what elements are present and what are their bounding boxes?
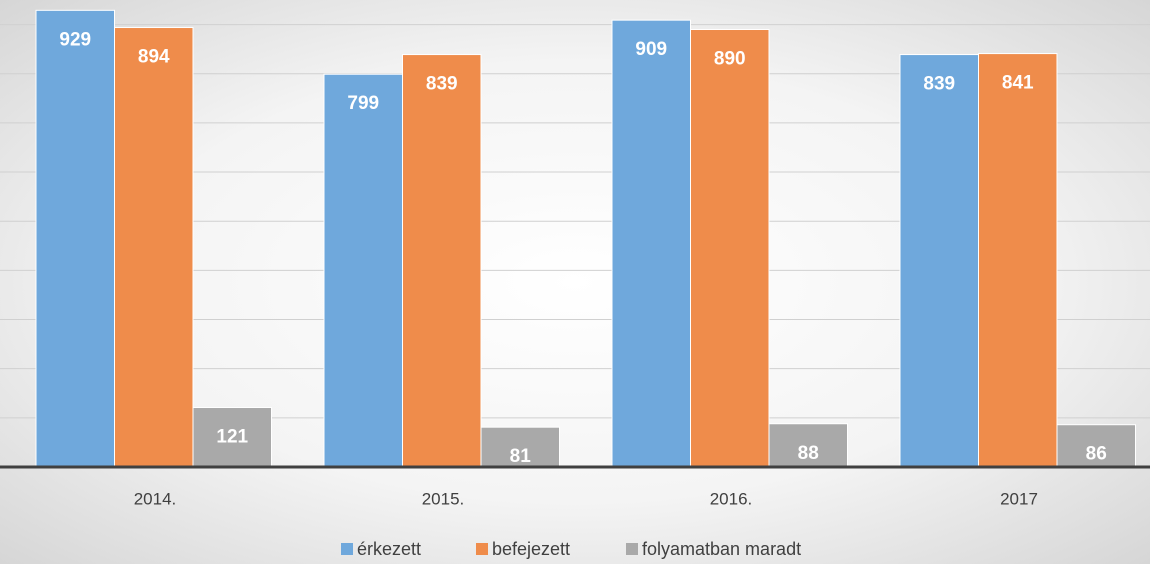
bar — [114, 27, 194, 468]
value-label: 839 — [426, 74, 458, 95]
x-tick-label: 2016. — [710, 489, 753, 508]
x-tick-label: 2015. — [422, 489, 465, 508]
value-label: 929 — [59, 29, 91, 50]
legend-label: befejezett — [492, 539, 570, 559]
bar — [611, 19, 691, 468]
bar — [192, 407, 272, 468]
value-label: 909 — [635, 39, 667, 60]
value-label: 839 — [923, 74, 955, 95]
legend-swatch — [476, 543, 488, 555]
bar — [35, 9, 115, 468]
bar — [978, 53, 1058, 468]
value-label: 86 — [1086, 444, 1107, 465]
bar — [690, 28, 770, 468]
value-label: 799 — [347, 93, 379, 114]
x-tick-label: 2014. — [134, 489, 177, 508]
value-label: 121 — [216, 427, 248, 448]
value-label: 894 — [138, 47, 170, 68]
value-label: 841 — [1002, 73, 1034, 94]
bar — [323, 73, 403, 468]
legend-swatch — [341, 543, 353, 555]
value-label: 81 — [510, 446, 532, 467]
legend-label: érkezett — [357, 539, 421, 559]
bar — [899, 54, 979, 468]
value-label: 890 — [714, 49, 746, 70]
bar — [402, 54, 482, 468]
legend-swatch — [626, 543, 638, 555]
x-tick-label: 2017 — [1000, 489, 1038, 508]
value-label: 88 — [798, 443, 819, 464]
legend-label: folyamatban maradt — [642, 539, 801, 559]
